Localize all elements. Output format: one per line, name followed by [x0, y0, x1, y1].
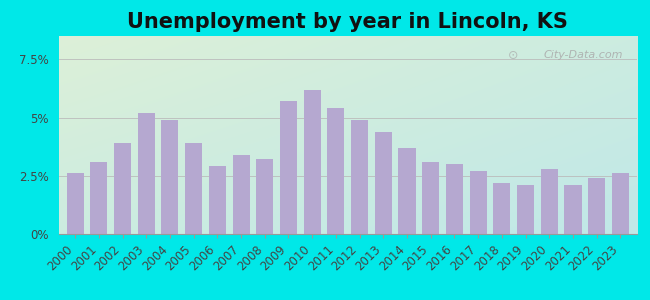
Bar	[90, 162, 107, 234]
Bar	[612, 173, 629, 234]
Bar	[304, 90, 320, 234]
Bar	[469, 171, 487, 234]
Bar	[161, 120, 179, 234]
Text: City-Data.com: City-Data.com	[543, 50, 623, 60]
Bar	[138, 113, 155, 234]
Bar	[209, 167, 226, 234]
Bar	[564, 185, 582, 234]
Bar	[446, 164, 463, 234]
Bar	[588, 178, 605, 234]
Bar	[256, 160, 273, 234]
Title: Unemployment by year in Lincoln, KS: Unemployment by year in Lincoln, KS	[127, 12, 568, 32]
Bar	[517, 185, 534, 234]
Bar	[398, 148, 415, 234]
Bar	[185, 143, 202, 234]
Bar	[422, 162, 439, 234]
Bar	[66, 173, 84, 234]
Bar	[280, 101, 297, 234]
Text: ⊙: ⊙	[508, 49, 519, 62]
Bar	[541, 169, 558, 234]
Bar	[375, 131, 392, 234]
Bar	[114, 143, 131, 234]
Bar	[328, 108, 345, 234]
Bar	[493, 183, 510, 234]
Bar	[233, 155, 250, 234]
Bar	[351, 120, 368, 234]
